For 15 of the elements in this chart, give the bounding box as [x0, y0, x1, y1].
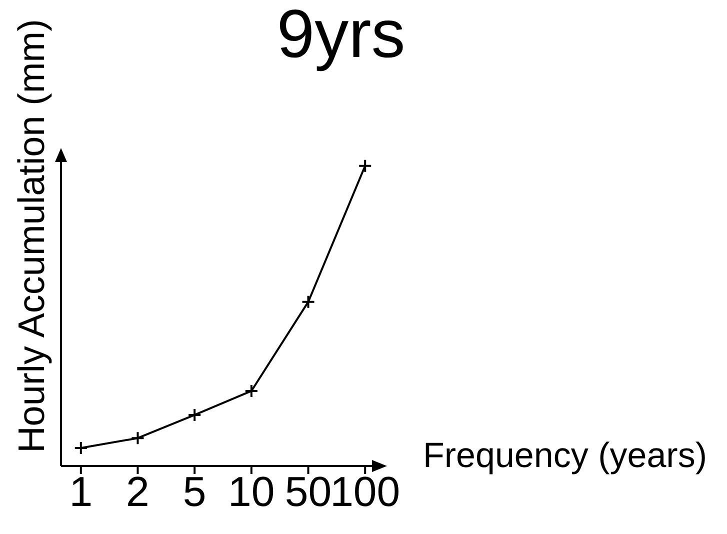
- point: [244, 384, 258, 398]
- chart-title: 9yrs: [276, 0, 406, 72]
- x-tick-label: 2: [126, 468, 150, 515]
- x-tick-label: 10: [228, 468, 275, 515]
- x-tick-label: 100: [330, 468, 400, 515]
- x-tick-label: 50: [284, 468, 332, 515]
- point: [188, 408, 202, 422]
- x-tick-label: 1: [69, 468, 93, 515]
- y-axis-title: Hourly Accumulation (mm): [11, 19, 53, 453]
- point: [74, 440, 88, 455]
- x-axis-title: Frequency (years): [423, 436, 707, 476]
- point: [358, 158, 372, 173]
- x-tick-label: 5: [182, 468, 206, 515]
- point: [301, 294, 316, 309]
- point: [130, 431, 145, 446]
